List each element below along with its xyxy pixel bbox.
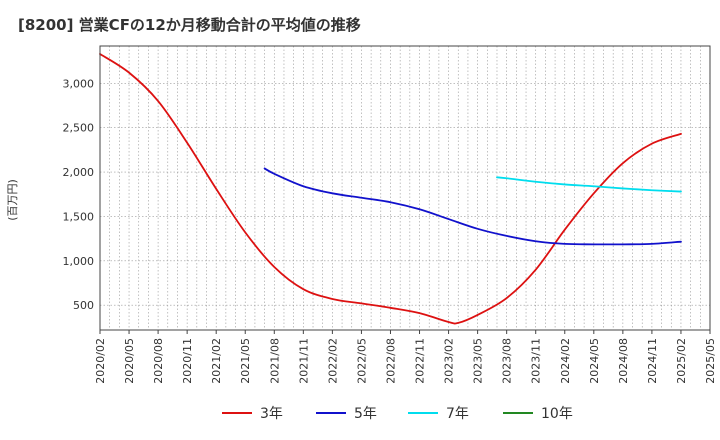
y-tick-label: 2,500 bbox=[63, 122, 95, 135]
x-tick-label: 2024/08 bbox=[617, 338, 630, 384]
y-tick-label: 3,000 bbox=[63, 77, 95, 90]
legend-label-3: 7年 bbox=[446, 406, 469, 422]
x-tick-label: 2020/11 bbox=[181, 338, 194, 384]
x-tick-label: 2020/05 bbox=[123, 338, 136, 384]
axes: (百万円) 500 1,000 1,500 2,000 2,500 3,000 2020/0… bbox=[6, 45, 717, 384]
y-tick-label: 1,500 bbox=[63, 210, 95, 223]
x-tick-label: 2022/11 bbox=[414, 338, 427, 384]
chart-title: [8200] 営業CFの12か月移動合計の平均値の推移 bbox=[18, 16, 361, 34]
series-line-2 bbox=[263, 167, 682, 246]
x-tick-label: 2023/08 bbox=[501, 338, 514, 384]
plot-frame bbox=[99, 45, 711, 331]
series-lines bbox=[99, 53, 682, 325]
x-tick-label: 2025/05 bbox=[704, 338, 717, 384]
x-tick-label: 2024/05 bbox=[588, 338, 601, 384]
legend: 3年 5年 7年 10年 bbox=[222, 406, 573, 422]
x-tick-label: 2022/08 bbox=[384, 338, 397, 384]
grid bbox=[99, 46, 711, 330]
legend-label-1: 3年 bbox=[260, 406, 283, 422]
y-tick-label: 1,000 bbox=[63, 255, 95, 268]
x-tick-label: 2020/02 bbox=[94, 338, 107, 384]
series-line-1 bbox=[99, 53, 682, 325]
x-tick-label: 2021/05 bbox=[239, 338, 252, 384]
x-tick-label: 2023/05 bbox=[472, 338, 485, 384]
x-tick-label: 2024/02 bbox=[559, 338, 572, 384]
series-line-3 bbox=[496, 176, 682, 193]
x-tick-label: 2022/05 bbox=[355, 338, 368, 384]
y-tick-label: 500 bbox=[73, 299, 94, 312]
y-tick-label: 2,000 bbox=[63, 166, 95, 179]
x-tick-label: 2021/11 bbox=[297, 338, 310, 384]
x-tick-label: 2022/02 bbox=[326, 338, 339, 384]
x-tick-label: 2021/02 bbox=[210, 338, 223, 384]
x-tick-label: 2023/02 bbox=[443, 338, 456, 384]
legend-label-2: 5年 bbox=[354, 406, 377, 422]
x-tick-label: 2024/11 bbox=[646, 338, 659, 384]
legend-label-4: 10年 bbox=[541, 406, 573, 422]
x-tick-label: 2025/02 bbox=[675, 338, 688, 384]
x-tick-label: 2021/08 bbox=[268, 338, 281, 384]
x-tick-label: 2023/11 bbox=[530, 338, 543, 384]
x-tick-label: 2020/08 bbox=[152, 338, 165, 384]
y-axis-title: (百万円) bbox=[6, 179, 19, 221]
